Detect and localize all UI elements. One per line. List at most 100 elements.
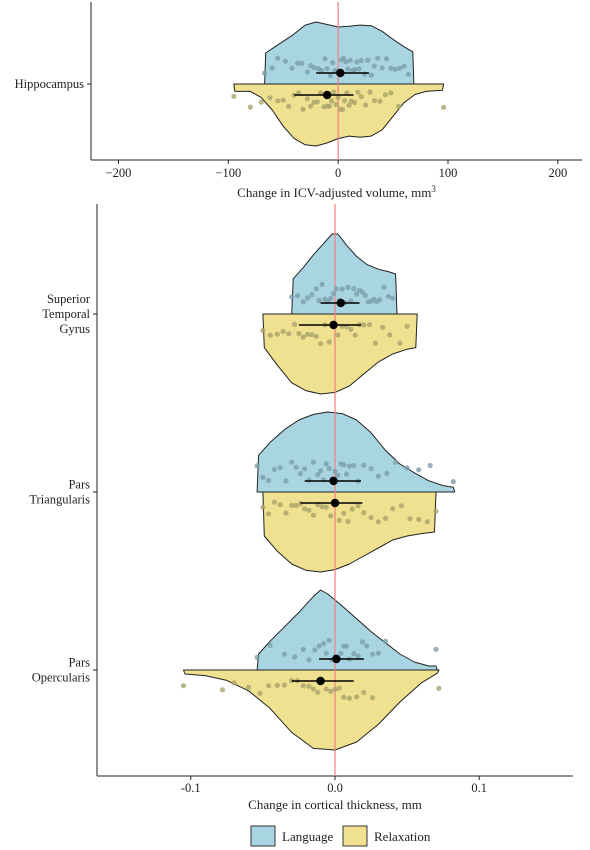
point-language-hippocampus: [330, 60, 336, 66]
point-language-pars-triangularis: [293, 464, 299, 470]
point-language-hippocampus: [262, 70, 268, 76]
point-relaxation-hippocampus: [314, 99, 320, 105]
point-relaxation-pars-opercularis: [180, 683, 187, 689]
mean-point-language-superior-temporal-gyrus: [336, 298, 345, 308]
point-relaxation-pars-opercularis: [346, 695, 352, 701]
point-language-pars-triangularis: [306, 477, 312, 483]
point-relaxation-pars-triangularis: [289, 502, 295, 508]
density-relaxation-pars-opercularis: [183, 669, 440, 751]
point-relaxation-superior-temporal-gyrus: [348, 326, 354, 332]
point-language-pars-triangularis: [375, 473, 381, 479]
density-language-hippocampus: [264, 21, 415, 85]
point-relaxation-pars-triangularis: [260, 504, 266, 510]
point-relaxation-superior-temporal-gyrus: [292, 321, 298, 327]
point-language-pars-triangularis: [310, 459, 316, 465]
point-language-pars-opercularis: [343, 643, 350, 649]
point-language-pars-opercularis: [320, 641, 327, 647]
category-label-superior-temporal-gyrus: Superior: [47, 292, 91, 306]
x-tick-label: −100: [215, 166, 241, 180]
point-relaxation-superior-temporal-gyrus: [397, 340, 403, 346]
point-relaxation-superior-temporal-gyrus: [387, 332, 393, 338]
point-language-hippocampus: [289, 65, 295, 71]
point-relaxation-pars-triangularis: [319, 504, 325, 510]
point-language-pars-triangularis: [341, 462, 347, 468]
point-relaxation-superior-temporal-gyrus: [274, 331, 280, 337]
point-language-pars-opercularis: [355, 653, 361, 659]
point-relaxation-hippocampus: [247, 104, 253, 110]
point-language-pars-triangularis: [346, 463, 352, 469]
point-relaxation-hippocampus: [363, 102, 369, 108]
point-language-pars-triangularis: [266, 477, 272, 484]
point-relaxation-hippocampus: [339, 107, 346, 113]
point-language-hippocampus: [365, 57, 371, 63]
point-relaxation-pars-opercularis: [336, 685, 342, 691]
mean-point-language-hippocampus: [336, 68, 345, 78]
x-tick-label: −200: [106, 166, 132, 180]
point-relaxation-pars-opercularis: [328, 688, 334, 695]
point-language-pars-opercularis: [312, 647, 318, 653]
point-relaxation-hippocampus: [300, 106, 306, 112]
point-relaxation-pars-opercularis: [257, 690, 263, 696]
point-language-hippocampus: [269, 65, 275, 71]
point-relaxation-hippocampus: [291, 92, 297, 98]
point-language-pars-triangularis: [384, 470, 390, 476]
point-language-superior-temporal-gyrus: [385, 293, 391, 299]
point-language-hippocampus: [299, 60, 305, 67]
point-relaxation-pars-triangularis: [375, 519, 381, 525]
point-language-pars-opercularis: [369, 651, 376, 657]
point-relaxation-pars-opercularis: [369, 695, 376, 701]
x-tick-label: 100: [439, 166, 458, 180]
point-language-hippocampus: [401, 63, 407, 69]
category-label-pars-opercularis: Opercularis: [32, 671, 90, 685]
point-language-pars-triangularis: [297, 471, 303, 477]
point-language-hippocampus: [358, 57, 364, 64]
point-language-superior-temporal-gyrus: [345, 284, 351, 290]
point-relaxation-pars-opercularis: [315, 689, 321, 695]
point-relaxation-superior-temporal-gyrus: [286, 331, 292, 337]
point-language-pars-opercularis: [364, 643, 370, 649]
point-relaxation-hippocampus: [267, 95, 273, 101]
density-language-superior-temporal-gyrus: [291, 233, 398, 315]
point-language-hippocampus: [371, 63, 377, 69]
point-relaxation-pars-triangularis: [416, 516, 422, 523]
point-language-superior-temporal-gyrus: [390, 295, 396, 301]
point-relaxation-pars-opercularis: [323, 686, 329, 692]
point-language-pars-triangularis: [254, 463, 260, 469]
point-language-pars-triangularis: [393, 459, 399, 465]
point-relaxation-hippocampus: [280, 97, 286, 103]
point-language-pars-triangularis: [368, 466, 374, 472]
point-relaxation-hippocampus: [358, 94, 364, 100]
point-relaxation-hippocampus: [304, 96, 310, 102]
point-language-pars-triangularis: [318, 468, 324, 474]
panel-cortical-thickness: -0.1 0.0 0.1 Change in cortical thickness, …: [29, 204, 573, 812]
point-relaxation-pars-opercularis: [436, 685, 442, 691]
point-language-hippocampus: [405, 71, 411, 77]
point-relaxation-superior-temporal-gyrus: [305, 331, 311, 337]
point-relaxation-pars-triangularis: [355, 503, 361, 509]
point-language-superior-temporal-gyrus: [300, 299, 306, 305]
x-tick-label: -0.1: [181, 781, 201, 795]
point-relaxation-hippocampus: [275, 98, 281, 104]
point-language-pars-triangularis: [427, 462, 433, 469]
point-language-hippocampus: [304, 69, 310, 75]
point-relaxation-hippocampus: [441, 104, 447, 110]
point-language-hippocampus: [352, 67, 358, 73]
point-relaxation-pars-triangularis: [368, 515, 374, 521]
point-language-superior-temporal-gyrus: [331, 290, 337, 297]
point-language-pars-opercularis: [338, 650, 344, 657]
point-language-pars-triangularis: [260, 474, 266, 480]
point-language-hippocampus: [354, 59, 360, 65]
point-language-hippocampus: [368, 72, 374, 78]
legend-label-relaxation: Relaxation: [374, 829, 431, 844]
point-relaxation-hippocampus: [231, 93, 237, 99]
point-relaxation-pars-triangularis: [424, 519, 430, 525]
point-relaxation-hippocampus: [367, 89, 373, 95]
point-relaxation-hippocampus: [329, 98, 335, 104]
point-relaxation-pars-opercularis: [354, 694, 360, 700]
point-language-superior-temporal-gyrus: [377, 297, 383, 303]
point-language-hippocampus: [343, 59, 349, 65]
density-language-pars-triangularis: [256, 411, 456, 493]
point-language-pars-triangularis: [450, 479, 456, 485]
point-relaxation-superior-temporal-gyrus: [352, 332, 358, 338]
